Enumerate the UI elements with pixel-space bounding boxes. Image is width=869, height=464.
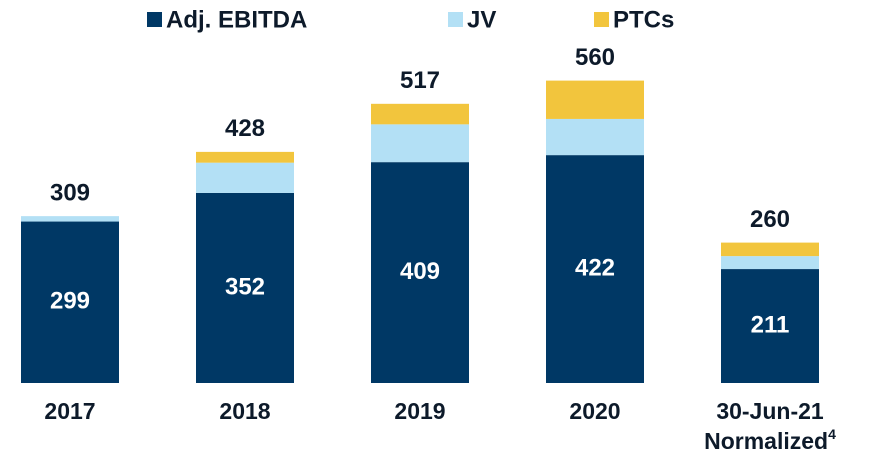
legend-swatch	[448, 12, 463, 27]
value-label: 299	[50, 288, 90, 315]
x-tick-label: 2020	[510, 396, 680, 426]
category-text: 30-Jun-21 Normalized	[704, 398, 829, 454]
legend-swatch	[594, 12, 609, 27]
category-text: 2019	[394, 398, 446, 424]
bar-segment	[721, 256, 819, 270]
total-label: 517	[400, 67, 440, 94]
bar-segment	[371, 162, 469, 383]
legend-label: Adj. EBITDA	[166, 6, 307, 33]
bar-segment	[371, 124, 469, 163]
bar-segment	[196, 192, 294, 383]
value-label: 422	[575, 254, 615, 281]
footnote-mark: 4	[828, 426, 836, 442]
total-label: 309	[50, 179, 90, 206]
total-label: 560	[575, 44, 615, 71]
category-text: 2020	[569, 398, 621, 424]
category-text: 2017	[44, 398, 96, 424]
bar-segment	[196, 162, 294, 193]
legend-label: JV	[467, 6, 496, 33]
bar-segment	[371, 103, 469, 125]
bar-segment	[546, 118, 644, 156]
bar-segment	[721, 242, 819, 257]
x-tick-label: 30-Jun-21 Normalized4	[685, 396, 855, 456]
bar-segment	[721, 269, 819, 383]
x-tick-label: 2017	[0, 396, 155, 426]
total-label: 260	[750, 206, 790, 233]
x-tick-label: 2018	[160, 396, 330, 426]
bar-segment	[21, 216, 119, 222]
bar-segment	[546, 80, 644, 119]
value-label: 211	[751, 311, 790, 338]
value-label: 409	[400, 258, 440, 285]
bar-segment	[196, 151, 294, 163]
total-label: 428	[225, 115, 265, 142]
category-text: 2018	[219, 398, 271, 424]
legend-swatch	[147, 12, 162, 27]
legend-label: PTCs	[613, 6, 674, 33]
bar-segment	[21, 221, 119, 383]
value-label: 352	[225, 273, 265, 300]
bar-segment	[546, 155, 644, 383]
x-tick-label: 2019	[335, 396, 505, 426]
